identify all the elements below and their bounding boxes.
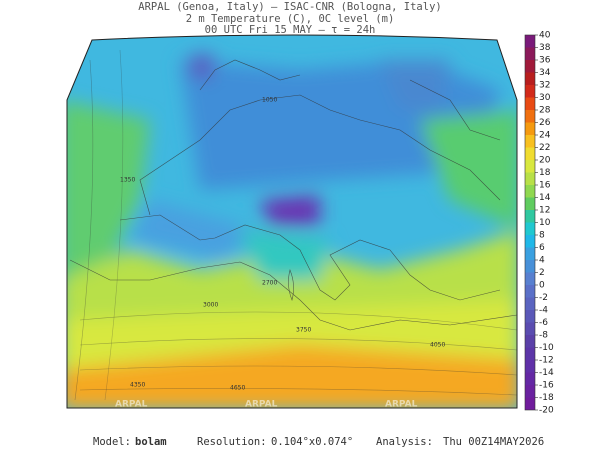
watermark: ARPAL [245,400,278,410]
color-band [525,272,535,285]
colorbar: 4038363432302826242220181614121086420-2-… [524,31,554,416]
color-band [525,222,535,235]
color-band [525,310,535,323]
tick-label: -8 [539,331,548,341]
tick-label: 38 [539,43,551,53]
contour-labels: 1050 1350 2700 3000 3750 4050 4350 4650 ARPAL ARP… [115,97,445,410]
color-band [525,197,535,210]
color-band [525,122,535,135]
tick-label: -14 [539,368,554,378]
header-line: 2 m Temperature (C), 0C level (m) [186,13,395,25]
tick-label: -4 [539,306,548,316]
footer-label: Analysis: [376,436,433,448]
contour-label: 2700 [262,280,277,287]
color-band [525,210,535,223]
map [67,35,517,408]
color-band [525,247,535,260]
color-band [525,360,535,373]
tick-label: 8 [539,231,545,241]
footer-value: bolam [135,436,167,448]
tick-label: 16 [539,181,551,191]
color-band [525,172,535,185]
tick-label: 32 [539,81,550,91]
tick-label: 10 [539,218,551,228]
tick-label: -20 [539,406,554,416]
tick-label: 6 [539,243,545,253]
tick-label: 40 [539,31,551,41]
tick-label: -10 [539,343,554,353]
tick-label: 14 [539,193,551,203]
tick-label: 26 [539,118,551,128]
color-band [525,135,535,148]
tick-label: 22 [539,143,550,153]
contour-label: 4050 [430,342,445,349]
color-band [525,35,535,48]
tick-label: 12 [539,206,550,216]
header-line: ARPAL (Genoa, Italy) – ISAC-CNR (Bologna… [138,1,441,13]
tick-label: 30 [539,93,551,103]
contour-label: 1350 [120,177,135,184]
color-band [525,60,535,73]
color-band [525,47,535,60]
tick-label: 4 [539,256,545,266]
tick-label: 0 [539,281,545,291]
tick-label: -12 [539,356,554,366]
color-band [525,260,535,273]
contour-label: 4350 [130,382,145,389]
color-band [525,297,535,310]
color-band [525,110,535,123]
footer-value: Thu 00Z14MAY2026 [443,436,544,448]
tick-label: 2 [539,268,545,278]
footer-label: Resolution: [197,436,267,448]
tick-label: 24 [539,131,551,141]
footer-label: Model: [93,436,131,448]
color-band [525,185,535,198]
contour-label: 3750 [296,327,311,334]
watermark: ARPAL [115,400,148,410]
color-band [525,322,535,335]
color-band [525,85,535,98]
color-band [525,347,535,360]
color-band [525,147,535,160]
watermark: ARPAL [385,400,418,410]
tick-label: 36 [539,56,551,66]
color-band [525,160,535,173]
tick-label: -6 [539,318,548,328]
tick-label: -18 [539,393,554,403]
tick-label: 28 [539,106,551,116]
contour-label: 3000 [203,302,218,309]
color-band [525,385,535,398]
color-band [525,285,535,298]
color-band [525,372,535,385]
color-band [525,335,535,348]
tick-label: 18 [539,168,551,178]
color-band [525,72,535,85]
tick-label: -16 [539,381,554,391]
header-line: 00 UTC Fri 15 MAY – τ = 24h [205,24,376,36]
color-band [525,97,535,110]
contour-label: 1050 [262,97,277,104]
tick-label: 34 [539,68,551,78]
tick-label: 20 [539,156,551,166]
color-band [525,235,535,248]
footer-value: 0.104°x0.074° [271,436,353,448]
contour-label: 4650 [230,385,245,392]
tick-label: -2 [539,293,548,303]
map-frame [66,34,518,409]
color-band [525,397,535,410]
